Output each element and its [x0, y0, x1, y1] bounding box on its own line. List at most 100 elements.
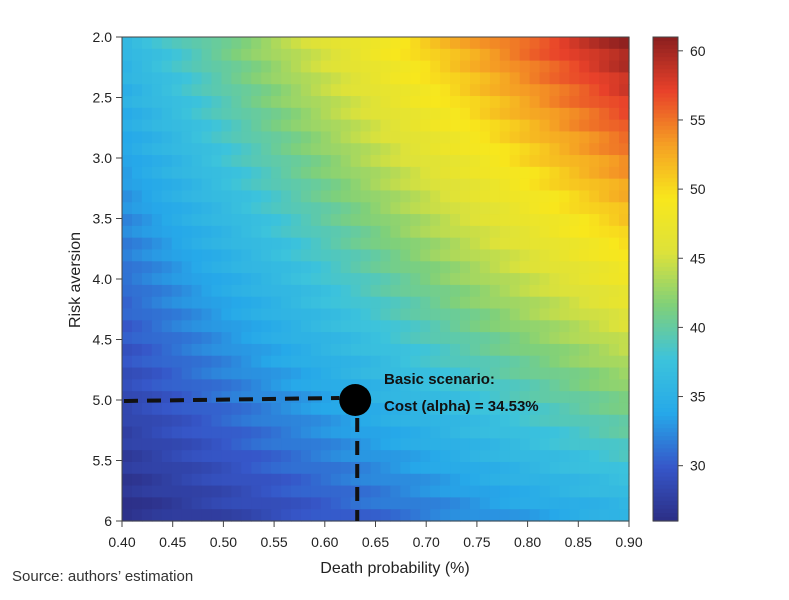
heatmap-cell [479, 143, 491, 156]
heatmap-cell [499, 72, 511, 85]
x-tick-label: 0.65 [362, 534, 389, 550]
heatmap-cell [529, 284, 541, 298]
heatmap-cell [171, 84, 183, 97]
heatmap-cell [559, 143, 570, 156]
heatmap-cell [499, 438, 511, 451]
heatmap-cell [340, 178, 352, 192]
heatmap-cell [151, 155, 163, 168]
heatmap-cell [231, 249, 242, 262]
heatmap-cell [191, 320, 203, 333]
heatmap-cell [310, 485, 322, 498]
heatmap-cell [370, 320, 382, 333]
heatmap-cell [211, 414, 223, 428]
heatmap-cell [300, 166, 312, 180]
heatmap-cell [151, 214, 163, 227]
heatmap-cell [131, 273, 143, 286]
heatmap-cell [609, 96, 620, 109]
heatmap-cell [291, 320, 302, 333]
heatmap-cell [271, 461, 282, 475]
heatmap-cell [171, 332, 183, 345]
heatmap-cell [251, 509, 262, 522]
heatmap-cell [380, 402, 392, 416]
heatmap-cell [241, 190, 252, 203]
heatmap-cell [191, 450, 203, 463]
heatmap-cell [122, 107, 133, 121]
heatmap-cell [211, 155, 223, 168]
heatmap-cell [360, 202, 372, 215]
heatmap-cell [340, 84, 352, 97]
heatmap-cell [539, 320, 551, 333]
heatmap-cell [291, 332, 302, 345]
heatmap-cell [589, 461, 600, 475]
heatmap-cell [549, 190, 561, 203]
heatmap-cell [221, 48, 232, 62]
heatmap-cell [519, 166, 531, 180]
heatmap-cell [400, 225, 411, 239]
heatmap-cell [171, 190, 183, 203]
heatmap-cell [181, 308, 193, 321]
heatmap-cell [609, 438, 620, 451]
heatmap-cell [509, 96, 521, 109]
heatmap-cell [420, 249, 431, 262]
colorbar-segment [653, 488, 678, 494]
heatmap-cell [539, 284, 551, 298]
heatmap-cell [469, 320, 481, 333]
heatmap-cell [241, 284, 252, 298]
heatmap-cell [330, 379, 342, 392]
heatmap-cell [479, 48, 491, 62]
heatmap-cell [589, 343, 600, 357]
heatmap-cell [261, 178, 272, 192]
heatmap-cell [599, 402, 610, 416]
heatmap-cell [320, 391, 332, 404]
heatmap-cell [479, 107, 491, 121]
heatmap-cell [281, 178, 292, 192]
heatmap-cell [450, 497, 461, 510]
heatmap-cell [519, 438, 531, 451]
heatmap-cell [599, 367, 610, 380]
colorbar-tick-label: 55 [690, 112, 706, 128]
heatmap-cell [509, 284, 521, 298]
heatmap-cell [390, 379, 401, 392]
heatmap-cell [241, 72, 252, 85]
heatmap-cell [340, 450, 352, 463]
heatmap-cell [559, 497, 570, 510]
heatmap-cell [131, 450, 143, 463]
heatmap-cell [181, 355, 193, 369]
heatmap-cell [201, 355, 213, 369]
heatmap-cell [330, 48, 342, 62]
y-tick-label: 2.5 [93, 90, 113, 106]
heatmap-cell [340, 48, 352, 62]
heatmap-cell [241, 367, 252, 380]
heatmap-cell [241, 166, 252, 180]
heatmap-cell [340, 343, 352, 357]
heatmap-cell [221, 96, 232, 109]
heatmap-cell [320, 48, 332, 62]
heatmap-cell [390, 190, 401, 203]
heatmap-cell [310, 60, 322, 74]
heatmap-cell [151, 84, 163, 97]
heatmap-cell [489, 96, 501, 109]
heatmap-cell [440, 202, 451, 215]
colorbar-segment [653, 53, 678, 58]
heatmap-cell [211, 107, 223, 121]
heatmap-cell [330, 107, 342, 121]
heatmap-cell [161, 225, 173, 239]
heatmap-cell [519, 450, 531, 463]
colorbar-segment [653, 335, 678, 341]
heatmap-cell [310, 438, 322, 451]
heatmap-cell [450, 485, 461, 498]
heatmap-cell [450, 367, 461, 380]
heatmap-cell [539, 273, 551, 286]
heatmap-cell [320, 202, 332, 215]
heatmap-cell [161, 190, 173, 203]
heatmap-cell [271, 308, 282, 321]
colorbar-segment [653, 258, 678, 264]
heatmap-cell [131, 426, 143, 439]
heatmap-cell [221, 131, 232, 144]
heatmap-cell [430, 426, 441, 439]
heatmap-cell [161, 60, 173, 74]
heatmap-cell [320, 143, 332, 156]
heatmap-cell [420, 320, 431, 333]
heatmap-cell [420, 402, 431, 416]
heatmap-cell [161, 155, 173, 168]
